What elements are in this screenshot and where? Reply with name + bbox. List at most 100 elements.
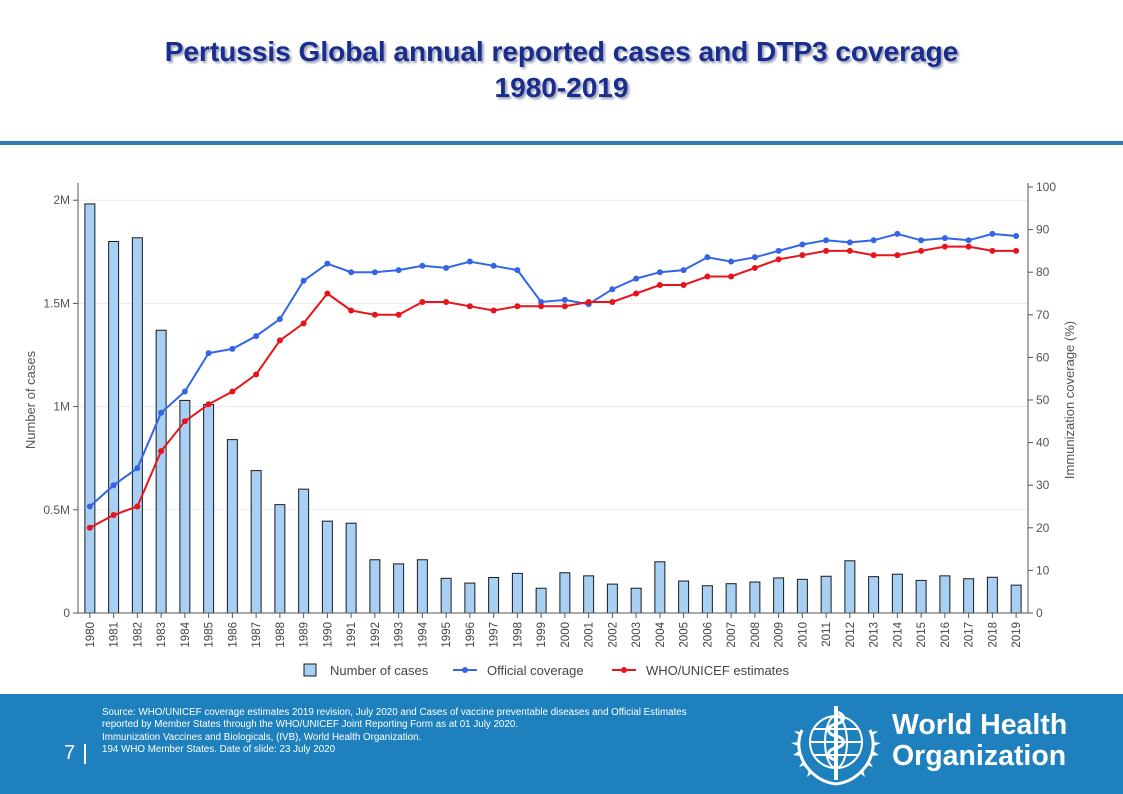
- x-tick-label: 2017: [964, 622, 976, 648]
- pertussis-chart: 0 0.5M 1M 1.5M 2M 0 10 20 30 40 50 60 70 80 90 100 1980 1…: [23, 180, 1077, 678]
- who-wordmark-line1: World Health: [892, 709, 1068, 741]
- x-tick-label: 1991: [346, 622, 358, 648]
- who-unicef-estimates-point: [775, 256, 782, 263]
- x-tick-label: 1992: [370, 622, 382, 648]
- official-coverage-point: [419, 262, 426, 269]
- cases-bar: [583, 575, 595, 614]
- x-tick-label: 2014: [892, 621, 904, 647]
- official-coverage-point: [300, 277, 307, 284]
- official-coverage-point: [609, 286, 616, 293]
- official-coverage-point: [656, 269, 663, 276]
- cases-bar: [226, 439, 238, 614]
- who-wordmark: World Health Organization: [892, 710, 1067, 772]
- x-tick-label: 1993: [394, 622, 406, 648]
- official-coverage-point: [823, 237, 830, 244]
- x-tick-label: 2013: [869, 622, 881, 648]
- official-coverage-point: [181, 388, 188, 395]
- who-unicef-estimates-point: [1013, 247, 1020, 254]
- legend-label-official: Official coverage: [487, 663, 584, 678]
- cases-bar: [108, 240, 120, 614]
- who-unicef-estimates-point: [823, 247, 830, 254]
- right-tick-label: 20: [1036, 521, 1050, 535]
- cases-bar: [155, 329, 167, 614]
- right-tick-label: 40: [1036, 436, 1050, 450]
- cases-bar: [678, 580, 690, 614]
- who-unicef-estimates-point: [134, 503, 141, 510]
- x-tick-label: 1996: [465, 622, 477, 648]
- cases-bar: [535, 587, 547, 614]
- who-unicef-estimates-point: [110, 512, 117, 519]
- cases-bar: [701, 585, 713, 614]
- who-unicef-estimates-point: [918, 247, 925, 254]
- cases-bar: [84, 203, 96, 614]
- official-coverage-point: [466, 258, 473, 265]
- slide-title-line2: 1980-2019: [494, 72, 629, 103]
- official-coverage-point: [538, 299, 545, 306]
- left-tick-label: 0: [63, 606, 70, 620]
- cases-bar: [345, 522, 357, 614]
- official-coverage-point: [86, 503, 93, 510]
- x-tick-label: 2005: [679, 622, 691, 648]
- official-coverage-point: [775, 247, 782, 254]
- official-coverage-point: [110, 482, 117, 489]
- cases-bar: [274, 504, 286, 614]
- x-tick-label: 1986: [227, 622, 239, 648]
- x-tick-label: 1997: [489, 622, 501, 648]
- who-emblem-icon: [791, 706, 881, 786]
- x-tick-label: 2016: [940, 622, 952, 648]
- official-coverage-point: [799, 241, 806, 248]
- x-tick-label: 2015: [916, 622, 928, 648]
- x-tick-label: 2002: [607, 622, 619, 648]
- right-tick-label: 0: [1036, 606, 1043, 620]
- source-line: Source: WHO/UNICEF coverage estimates 20…: [102, 707, 687, 718]
- cases-bar: [559, 572, 571, 614]
- who-unicef-estimates-point: [965, 243, 972, 250]
- right-tick-label: 30: [1036, 478, 1050, 492]
- who-unicef-estimates-point: [656, 281, 663, 288]
- x-tick-label: 2004: [655, 621, 667, 647]
- x-tick-label: 2018: [987, 622, 999, 648]
- who-unicef-estimates-point: [894, 252, 901, 259]
- source-line: reported by Member States through the WH…: [102, 719, 519, 731]
- right-tick-label: 100: [1036, 180, 1056, 194]
- official-coverage-point: [276, 316, 283, 323]
- who-unicef-estimates-point: [348, 307, 355, 314]
- official-coverage-point: [680, 267, 687, 274]
- right-tick-label: 80: [1036, 265, 1050, 279]
- coverage-lines: [86, 230, 1020, 531]
- right-tick-label: 70: [1036, 308, 1050, 322]
- official-coverage-point: [348, 269, 355, 276]
- cases-bar: [1010, 584, 1022, 614]
- who-unicef-estimates-point: [466, 303, 473, 310]
- x-tick-label: 1990: [322, 622, 334, 648]
- who-unicef-estimates-point: [300, 320, 307, 327]
- x-tick-label: 1998: [512, 622, 524, 648]
- who-unicef-estimates-point: [395, 311, 402, 318]
- cases-bar: [488, 576, 500, 614]
- official-coverage-point: [633, 275, 640, 282]
- cases-bar: [630, 587, 642, 614]
- left-tick-label: 1.5M: [43, 296, 70, 310]
- x-tick-label: 2012: [845, 622, 857, 648]
- x-tick-label: 1983: [156, 622, 168, 648]
- x-tick-label: 1982: [132, 622, 144, 648]
- source-line: Immunization Vaccines and Biologicals, (…: [102, 731, 422, 743]
- x-tick-label: 2001: [584, 622, 596, 648]
- who-unicef-estimates-point: [443, 299, 450, 306]
- right-tick-label: 60: [1036, 350, 1050, 364]
- cases-bar: [369, 559, 381, 614]
- x-tick-label: 2011: [821, 622, 833, 647]
- left-tick-label: 0.5M: [43, 503, 70, 517]
- chart-axes: 0 0.5M 1M 1.5M 2M 0 10 20 30 40 50 60 70 80 90 100 1980 1…: [23, 180, 1077, 648]
- official-coverage-point: [846, 239, 853, 246]
- x-tick-label: 1987: [251, 622, 263, 648]
- who-unicef-estimates-point: [561, 303, 568, 310]
- who-unicef-estimates-point: [870, 252, 877, 259]
- who-unicef-estimates-point: [253, 371, 260, 378]
- official-coverage-point: [324, 260, 331, 267]
- cases-bar: [844, 560, 856, 614]
- x-tick-label: 1989: [299, 622, 311, 648]
- who-unicef-estimates-point: [751, 264, 758, 271]
- cases-bar: [963, 578, 975, 614]
- left-tick-label: 1M: [53, 400, 70, 414]
